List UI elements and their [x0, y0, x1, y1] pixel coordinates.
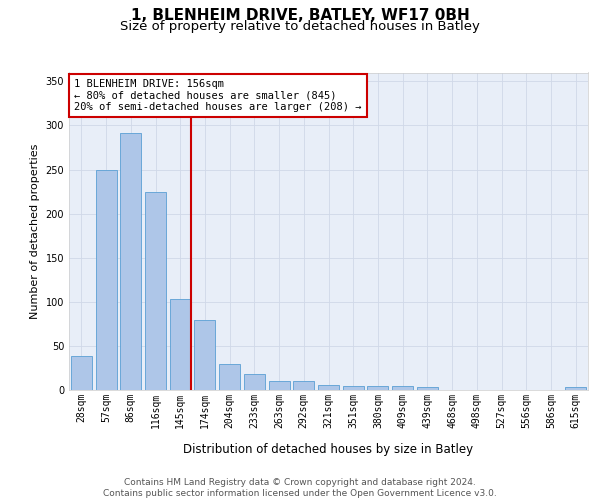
Bar: [170, 299, 191, 390]
Text: Contains HM Land Registry data © Crown copyright and database right 2024.
Contai: Contains HM Land Registry data © Crown c…: [103, 478, 497, 498]
Bar: [367, 386, 388, 390]
Bar: [194, 320, 215, 390]
Bar: [120, 134, 141, 390]
Bar: [565, 388, 586, 390]
Text: Size of property relative to detached houses in Batley: Size of property relative to detached ho…: [120, 20, 480, 33]
Bar: [71, 356, 92, 390]
Bar: [145, 192, 166, 390]
Bar: [95, 170, 116, 390]
Bar: [417, 388, 438, 390]
Bar: [269, 381, 290, 390]
Bar: [392, 386, 413, 390]
Text: Distribution of detached houses by size in Batley: Distribution of detached houses by size …: [184, 442, 473, 456]
Y-axis label: Number of detached properties: Number of detached properties: [30, 144, 40, 319]
Bar: [343, 386, 364, 390]
Bar: [219, 364, 240, 390]
Text: 1, BLENHEIM DRIVE, BATLEY, WF17 0BH: 1, BLENHEIM DRIVE, BATLEY, WF17 0BH: [131, 8, 469, 22]
Bar: [318, 384, 339, 390]
Text: 1 BLENHEIM DRIVE: 156sqm
← 80% of detached houses are smaller (845)
20% of semi-: 1 BLENHEIM DRIVE: 156sqm ← 80% of detach…: [74, 79, 362, 112]
Bar: [244, 374, 265, 390]
Bar: [293, 381, 314, 390]
